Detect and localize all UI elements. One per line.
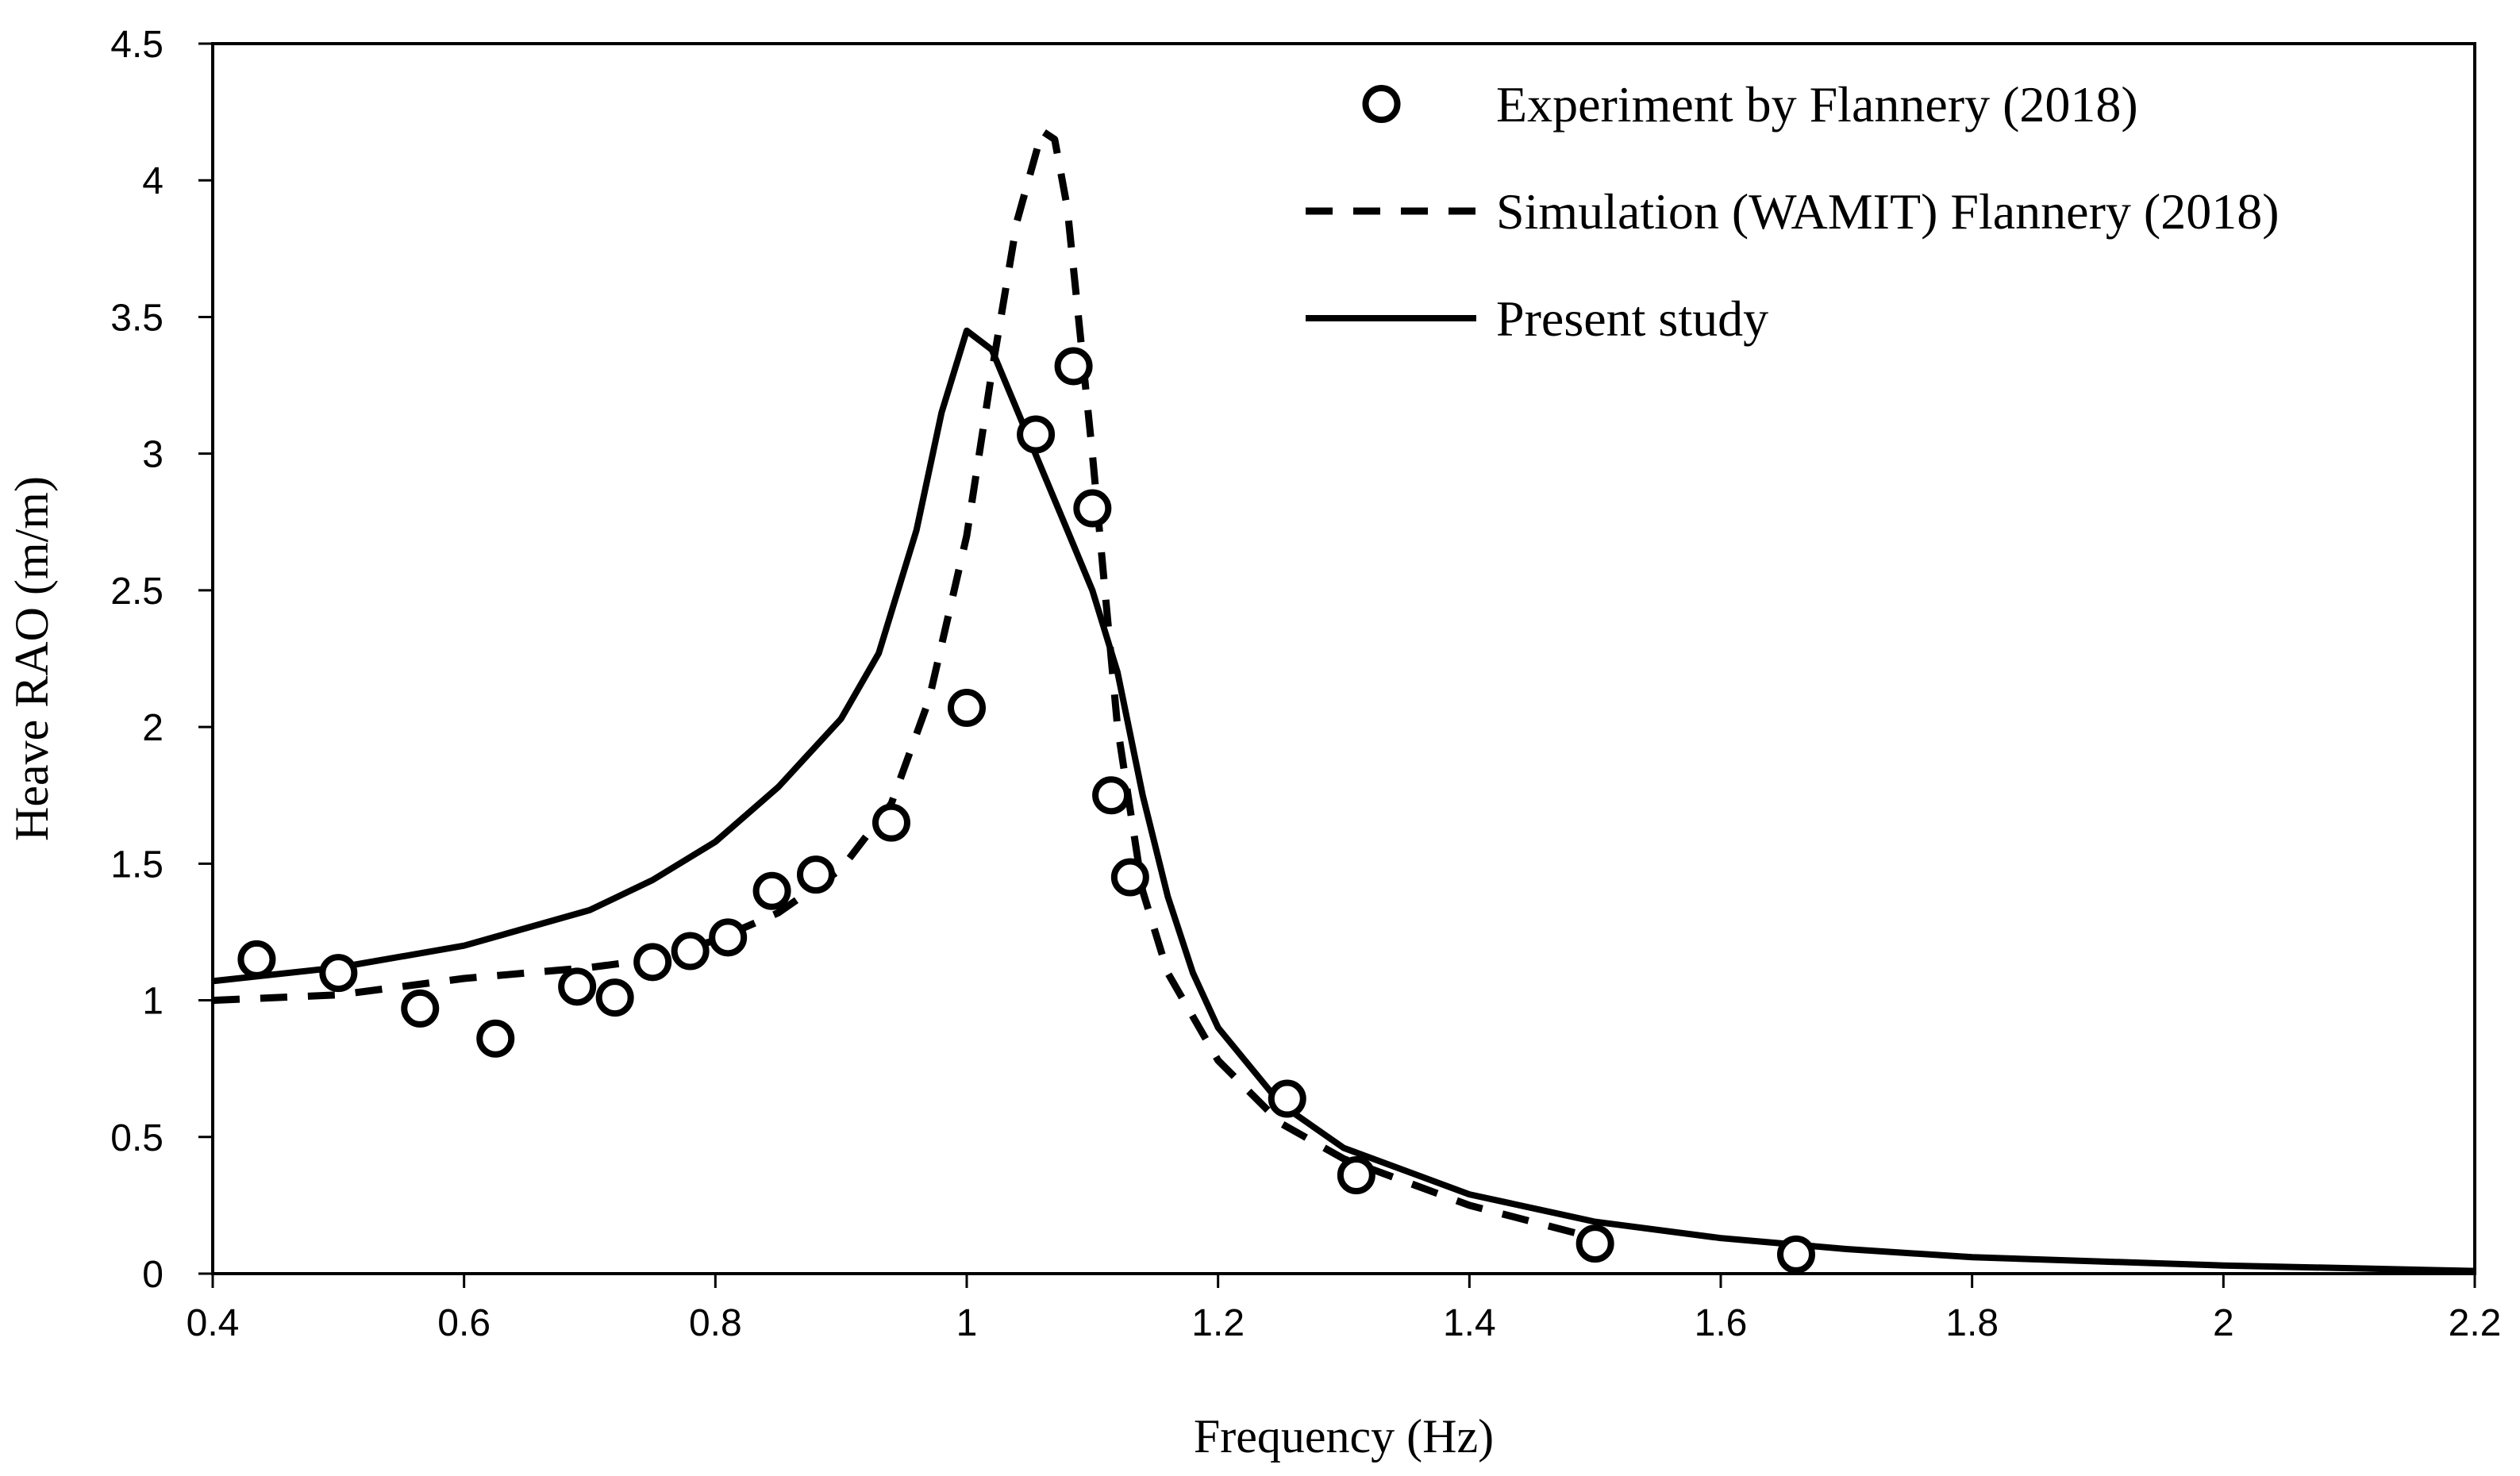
- y-tick-label: 0.5: [110, 1117, 164, 1159]
- legend-label: Experiment by Flannery (2018): [1496, 76, 2138, 133]
- y-tick-label: 3: [142, 434, 164, 476]
- x-tick-label: 1.6: [1695, 1302, 1748, 1344]
- y-tick-label: 2: [142, 707, 164, 749]
- x-tick-label: 0.4: [187, 1302, 240, 1344]
- x-tick-label: 1.4: [1443, 1302, 1496, 1344]
- experiment-data-point: [709, 918, 748, 957]
- experiment-data-point: [1268, 1079, 1306, 1118]
- y-tick-label: 1: [142, 981, 164, 1023]
- experiment-data-point: [319, 954, 358, 993]
- y-tick-label: 2.5: [110, 571, 164, 613]
- x-tick-label: 1.8: [1945, 1302, 1999, 1344]
- y-tick-label: 3.5: [110, 297, 164, 339]
- legend-marker-experiment: [1362, 85, 1401, 123]
- x-axis-title: Frequency (Hz): [1194, 1410, 1494, 1463]
- experiment-data-point: [558, 967, 597, 1006]
- experiment-data-point: [671, 932, 710, 971]
- x-tick-label: 0.8: [689, 1302, 742, 1344]
- x-tick-label: 2: [2213, 1302, 2234, 1344]
- legend-label: Present study: [1496, 290, 1768, 347]
- experiment-data-point: [752, 871, 791, 910]
- experiment-data-point: [237, 940, 276, 978]
- experiment-data-point: [872, 803, 910, 842]
- series-line-present-study: [212, 327, 2476, 1274]
- plot-frame: [211, 42, 2476, 1275]
- experiment-data-point: [1054, 347, 1093, 386]
- y-tick-label: 0: [142, 1254, 164, 1296]
- x-tick-label: 2.2: [2449, 1302, 2502, 1344]
- experiment-data-point: [1017, 415, 1056, 454]
- legend-label: Simulation (WAMIT) Flannery (2018): [1496, 183, 2280, 240]
- y-axis-title: Heave RAO (m/m): [6, 476, 58, 841]
- experiment-data-point: [797, 855, 835, 894]
- experiment-data-point: [476, 1019, 515, 1058]
- y-tick-label: 4: [142, 160, 164, 202]
- experiment-data-point: [1777, 1235, 1815, 1274]
- experiment-data-point: [1575, 1224, 1614, 1263]
- y-tick-label: 1.5: [110, 844, 164, 886]
- experiment-data-point: [595, 978, 634, 1017]
- x-tick-label: 0.6: [437, 1302, 491, 1344]
- x-tick-label: 1: [956, 1302, 978, 1344]
- experiment-data-point: [1110, 858, 1149, 897]
- experiment-data-point: [633, 943, 672, 982]
- experiment-data-point: [1073, 489, 1112, 528]
- experiment-data-point: [401, 989, 440, 1028]
- experiment-data-point: [1092, 776, 1131, 815]
- experiment-data-point: [948, 689, 986, 727]
- experiment-data-point: [1337, 1156, 1375, 1194]
- y-tick-label: 4.5: [110, 24, 164, 66]
- x-tick-label: 1.2: [1191, 1302, 1245, 1344]
- series-line-simulation-wamit: [212, 127, 1596, 1242]
